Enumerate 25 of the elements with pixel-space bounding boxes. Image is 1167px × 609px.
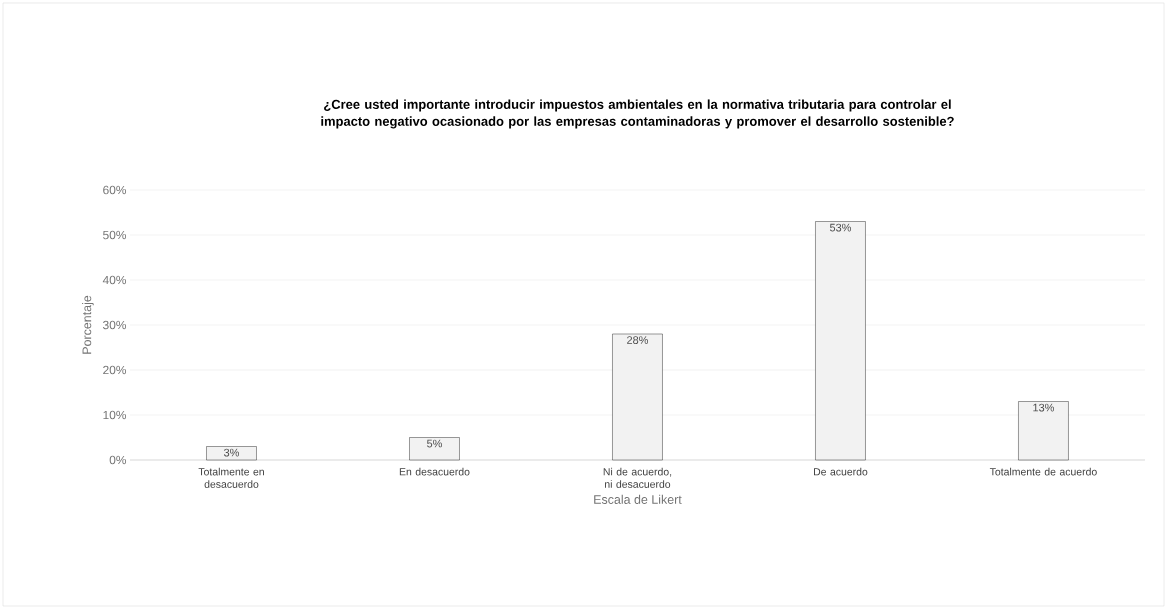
bar bbox=[612, 333, 663, 461]
data-label: 53% bbox=[829, 223, 852, 232]
bar bbox=[815, 221, 866, 461]
chart-title: ¿Cree usted importante introducir impuestos ambientales en la normativa tributaria para controlar el impacto negativo ocasionado por las empresas contaminadoras y promover el desarrollo sostenible? bbox=[321, 99, 954, 129]
y-tick-label: 40% bbox=[102, 275, 127, 285]
y-tick-label: 30% bbox=[103, 320, 127, 330]
y-tick-label: 60% bbox=[103, 185, 127, 195]
bar bbox=[409, 437, 460, 461]
x-tick-label: De acuerdo bbox=[814, 467, 868, 476]
data-label: 3% bbox=[224, 448, 240, 457]
x-tick-label: Totalmente de acuerdo bbox=[989, 467, 1097, 476]
bar bbox=[206, 446, 257, 461]
y-tick-label: 0% bbox=[109, 455, 127, 465]
bar bbox=[1018, 401, 1069, 461]
data-label: 28% bbox=[627, 336, 649, 344]
x-tick-label: Totalmente en desacuerdo bbox=[198, 467, 264, 488]
y-axis-title: Porcentaje bbox=[82, 295, 94, 354]
x-axis-title: Escala de Likert bbox=[594, 494, 682, 504]
y-tick-label: 20% bbox=[103, 365, 127, 375]
data-label: 13% bbox=[1033, 403, 1055, 412]
data-label: 5% bbox=[427, 439, 442, 448]
x-tick-label: Ni de acuerdo, ni desacuerdo bbox=[603, 467, 672, 488]
y-tick-label: 50% bbox=[103, 230, 127, 240]
x-tick-label: En desacuerdo bbox=[399, 467, 470, 476]
y-tick-label: 10% bbox=[103, 410, 127, 420]
